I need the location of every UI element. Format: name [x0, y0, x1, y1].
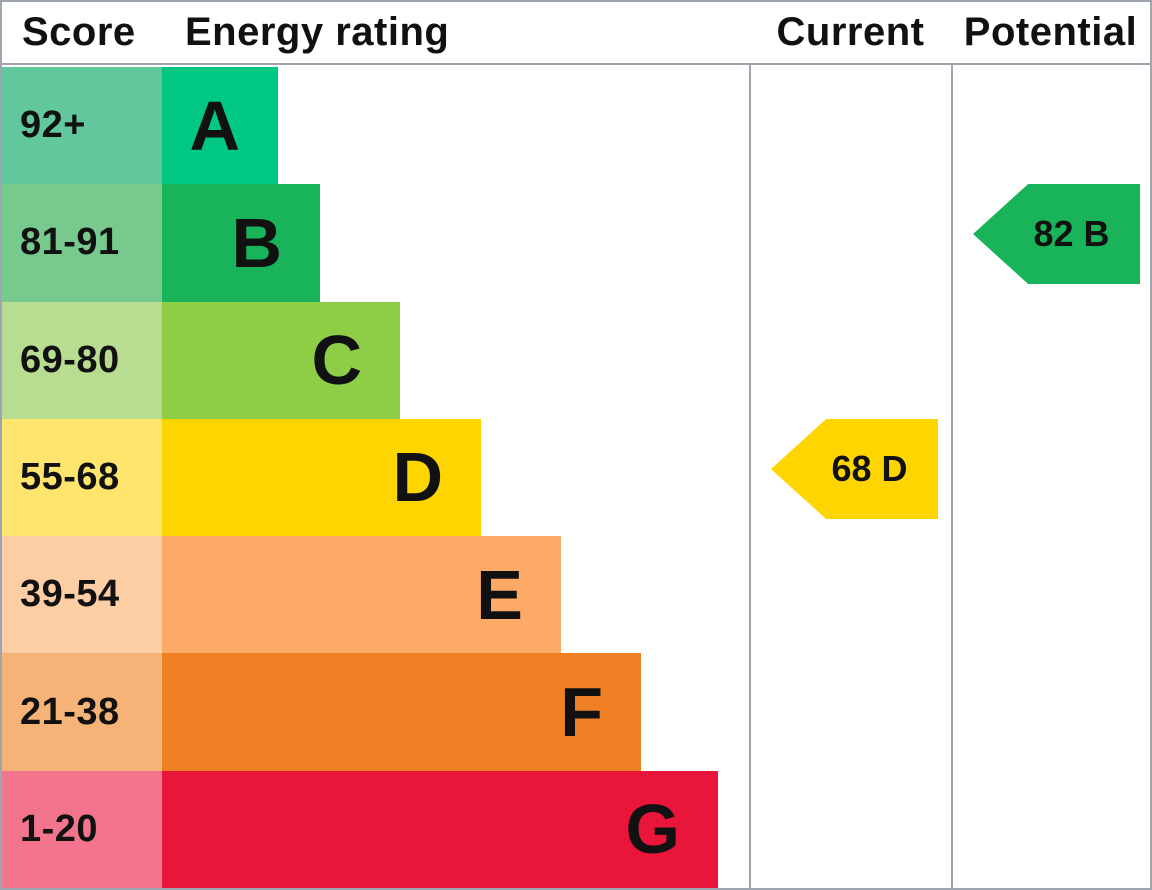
band-a-bar: A [162, 67, 278, 185]
score-column-header: Score [22, 10, 136, 54]
band-e-score-range: 39-54 [2, 536, 162, 654]
potential-column-header: Potential [963, 10, 1138, 54]
band-e-bar: E [162, 536, 561, 654]
band-f-bar: F [162, 653, 641, 771]
band-row-d: 55-68 D [2, 418, 1150, 537]
band-row-c: 69-80 C [2, 301, 1150, 419]
band-c-bar: C [162, 301, 400, 419]
band-row-a: 92+ A [2, 67, 1150, 185]
band-row-e: 39-54 E [2, 536, 1150, 654]
band-g-score-range: 1-20 [2, 770, 162, 888]
band-d-bar: D [162, 418, 481, 537]
band-f-score-range: 21-38 [2, 653, 162, 771]
band-g-bar: G [162, 770, 718, 888]
band-rows: 92+ A 81-91 B 69-80 C 55-68 D 39-54 E 21… [2, 67, 1150, 888]
energy-rating-column-header: Energy rating [185, 10, 450, 54]
band-row-b: 81-91 B [2, 184, 1150, 302]
current-rating-value: 68 D [831, 448, 908, 489]
potential-column-divider [951, 2, 953, 888]
band-b-bar: B [162, 184, 320, 302]
band-d-score-range: 55-68 [2, 418, 162, 537]
band-b-score-range: 81-91 [2, 184, 162, 302]
band-row-f: 21-38 F [2, 653, 1150, 771]
potential-rating-value: 82 B [1033, 213, 1110, 254]
band-row-g: 1-20 G [2, 770, 1150, 888]
current-column-divider [749, 2, 751, 888]
current-column-header: Current [776, 10, 925, 54]
band-a-score-range: 92+ [2, 67, 162, 185]
band-c-score-range: 69-80 [2, 301, 162, 419]
header-row: Score Energy rating Current Potential [2, 2, 1150, 65]
